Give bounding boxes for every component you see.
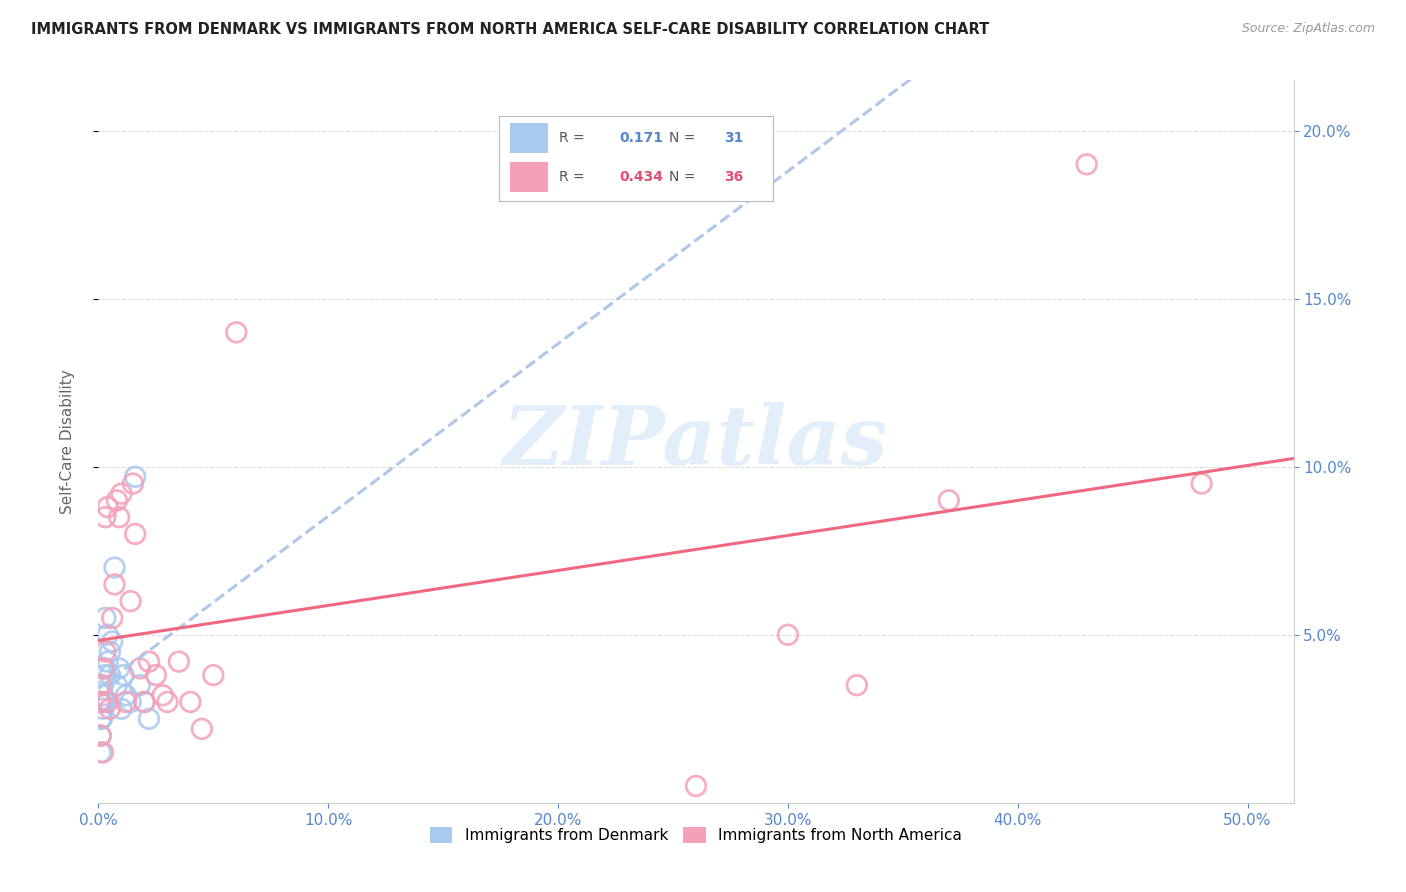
Point bbox=[90, 695, 112, 709]
Point bbox=[91, 661, 114, 675]
Point bbox=[105, 678, 128, 692]
Text: Source: ZipAtlas.com: Source: ZipAtlas.com bbox=[1241, 22, 1375, 36]
Point bbox=[91, 688, 114, 702]
Point bbox=[103, 577, 125, 591]
Point bbox=[776, 628, 799, 642]
Point bbox=[167, 655, 190, 669]
Point bbox=[179, 695, 201, 709]
Legend: Immigrants from Denmark, Immigrants from North America: Immigrants from Denmark, Immigrants from… bbox=[423, 822, 969, 849]
Point bbox=[94, 611, 117, 625]
Point bbox=[156, 695, 179, 709]
Point bbox=[98, 644, 121, 658]
Point bbox=[138, 712, 160, 726]
Point bbox=[90, 729, 112, 743]
Point bbox=[101, 634, 124, 648]
Point bbox=[124, 527, 146, 541]
Text: R =: R = bbox=[560, 130, 589, 145]
Point bbox=[97, 628, 120, 642]
Text: 31: 31 bbox=[724, 130, 744, 145]
Point bbox=[91, 745, 114, 759]
Text: ZIPatlas: ZIPatlas bbox=[503, 401, 889, 482]
Point bbox=[90, 745, 112, 759]
Point bbox=[90, 712, 112, 726]
Point bbox=[90, 678, 112, 692]
Point bbox=[1191, 476, 1213, 491]
Point bbox=[202, 668, 225, 682]
Point bbox=[112, 668, 135, 682]
Text: IMMIGRANTS FROM DENMARK VS IMMIGRANTS FROM NORTH AMERICA SELF-CARE DISABILITY CO: IMMIGRANTS FROM DENMARK VS IMMIGRANTS FR… bbox=[31, 22, 990, 37]
Point bbox=[128, 678, 150, 692]
Point bbox=[128, 661, 150, 675]
Point bbox=[97, 655, 120, 669]
Text: 0.434: 0.434 bbox=[620, 169, 664, 184]
Point bbox=[134, 695, 156, 709]
Point bbox=[110, 486, 132, 500]
Point bbox=[98, 702, 121, 716]
Point bbox=[94, 644, 117, 658]
Point bbox=[685, 779, 707, 793]
Point bbox=[90, 712, 112, 726]
Text: R =: R = bbox=[560, 169, 589, 184]
Text: 36: 36 bbox=[724, 169, 744, 184]
Point bbox=[108, 510, 131, 524]
Point bbox=[115, 688, 138, 702]
Point bbox=[91, 661, 114, 675]
Point bbox=[91, 695, 114, 709]
Point bbox=[122, 476, 145, 491]
Point bbox=[91, 678, 114, 692]
Point bbox=[120, 695, 142, 709]
Point bbox=[845, 678, 868, 692]
Point bbox=[191, 722, 214, 736]
FancyBboxPatch shape bbox=[510, 161, 548, 192]
Point bbox=[94, 668, 117, 682]
Text: N =: N = bbox=[669, 169, 700, 184]
Point bbox=[101, 611, 124, 625]
Text: 0.171: 0.171 bbox=[620, 130, 664, 145]
Point bbox=[97, 500, 120, 514]
Point bbox=[89, 695, 111, 709]
Point bbox=[94, 695, 117, 709]
Point bbox=[97, 695, 120, 709]
Point bbox=[91, 702, 114, 716]
Point bbox=[105, 493, 128, 508]
Point bbox=[94, 510, 117, 524]
FancyBboxPatch shape bbox=[510, 123, 548, 153]
Point bbox=[138, 655, 160, 669]
Point bbox=[108, 661, 131, 675]
Point bbox=[89, 695, 111, 709]
Y-axis label: Self-Care Disability: Self-Care Disability bbox=[60, 369, 75, 514]
Point bbox=[110, 702, 132, 716]
Point bbox=[938, 493, 960, 508]
Point bbox=[103, 560, 125, 574]
Point bbox=[1076, 157, 1098, 171]
Text: N =: N = bbox=[669, 130, 700, 145]
Point bbox=[94, 661, 117, 675]
Point bbox=[152, 688, 174, 702]
Point bbox=[225, 326, 247, 340]
Point bbox=[98, 668, 121, 682]
Point bbox=[90, 729, 112, 743]
Point bbox=[124, 470, 146, 484]
Point bbox=[115, 695, 138, 709]
Point bbox=[145, 668, 167, 682]
Point bbox=[134, 695, 156, 709]
Point bbox=[120, 594, 142, 608]
